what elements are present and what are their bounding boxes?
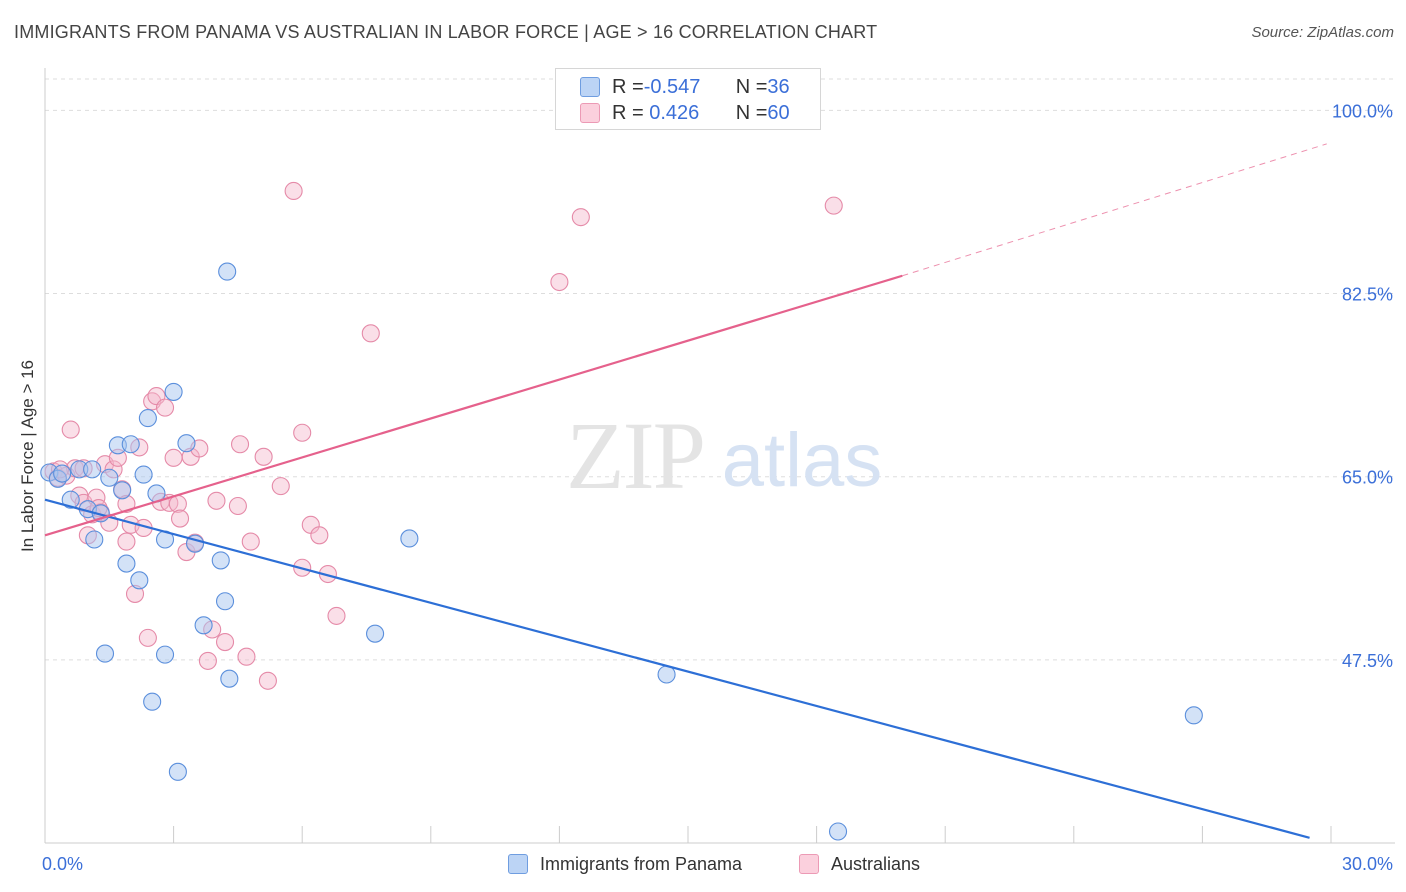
data-point-panama [83,460,102,479]
y-tick-label: 82.5% [1342,285,1393,305]
data-point-australians [228,496,247,516]
data-point-australians [155,398,175,417]
n-label: N = [735,75,768,98]
data-point-australians [198,651,217,670]
tick-labels: 100.0% 82.5% 65.0% 47.5% 0.0% 30.0% [42,101,1393,874]
legend-item-australians[interactable]: Australians [799,852,920,876]
trend-line-panama [44,498,1310,839]
panama-points [40,262,1203,841]
data-point-australians [254,447,273,466]
r-label: R = [612,101,644,124]
data-point-panama [164,382,183,401]
x-tick-label: 30.0% [1342,854,1393,874]
legend-item-panama[interactable]: Immigrants from Panama [508,852,742,876]
data-point-panama [61,490,80,509]
data-point-panama [828,822,848,841]
data-point-australians [215,633,235,652]
legend-label-australians: Australians [831,853,921,874]
legend-row-panama: R = -0.547 N = 36 [580,75,790,99]
watermark-atlas: atlas [722,418,883,503]
trend-extension-australians [902,143,1327,277]
australians-legend-swatch [799,854,819,874]
r-value: -0.547 [643,75,701,98]
data-point-panama [177,434,196,453]
data-point-australians [571,208,590,227]
data-point-panama [121,435,140,454]
data-point-australians [258,671,277,690]
data-point-panama [130,571,149,590]
axes [44,68,1395,844]
data-point-australians [327,606,346,625]
australians-swatch [580,103,600,123]
data-point-panama [113,481,132,500]
data-point-panama [366,624,385,643]
n-label: N = [735,101,768,124]
data-point-panama [95,644,115,663]
trend-line-australians [44,274,903,537]
data-point-panama [1184,706,1203,725]
watermark: ZIP atlas [566,402,882,509]
data-point-australians [293,423,312,442]
data-point-panama [155,645,175,664]
y-tick-label: 65.0% [1342,468,1393,488]
r-value: 0.426 [643,101,700,124]
data-point-panama [100,468,119,487]
data-point-panama [85,530,104,549]
chart-title: IMMIGRANTS FROM PANAMA VS AUSTRALIAN IN … [14,22,878,42]
data-point-panama [218,262,237,281]
data-point-australians [824,196,843,215]
data-point-panama [168,762,187,781]
data-point-australians [170,509,190,528]
data-point-panama [117,554,136,573]
y-tick-label: 47.5% [1342,651,1393,671]
legend-row-australians: R = 0.426 N = 60 [580,101,790,125]
data-point-australians [207,491,226,510]
r-label: R = [612,75,644,98]
panama-swatch [580,77,600,97]
data-point-australians [237,647,256,666]
data-point-australians [284,181,303,201]
grid-lines [45,78,1395,661]
data-point-panama [220,669,239,688]
legend-label-panama: Immigrants from Panama [540,853,743,874]
watermark-zip: ZIP [566,402,704,509]
data-point-australians [241,532,260,551]
data-point-australians [361,324,380,343]
correlation-legend: R = -0.547 N = 36 R = 0.426 N = 60 [555,68,821,130]
data-point-panama [215,592,235,611]
data-point-panama [134,465,153,484]
x-tick-label: 0.0% [42,854,83,874]
data-point-australians [117,532,136,551]
data-point-panama [400,529,419,548]
data-point-panama [194,616,213,635]
data-point-panama [53,464,72,483]
data-point-australians [310,526,329,545]
data-point-panama [138,409,157,428]
data-point-australians [138,628,157,647]
data-point-panama [211,551,230,570]
source-label: Source: ZipAtlas.com [1251,24,1394,41]
data-point-australians [550,272,569,292]
data-point-australians [164,448,183,467]
data-point-panama [143,692,162,711]
trend-lines [44,143,1327,839]
data-point-australians [230,435,250,454]
n-value: 60 [767,101,790,124]
data-point-australians [271,477,290,496]
panama-legend-swatch [508,854,528,874]
n-value: 36 [767,75,790,98]
data-point-australians [61,420,80,439]
y-tick-label: 100.0% [1332,101,1393,121]
